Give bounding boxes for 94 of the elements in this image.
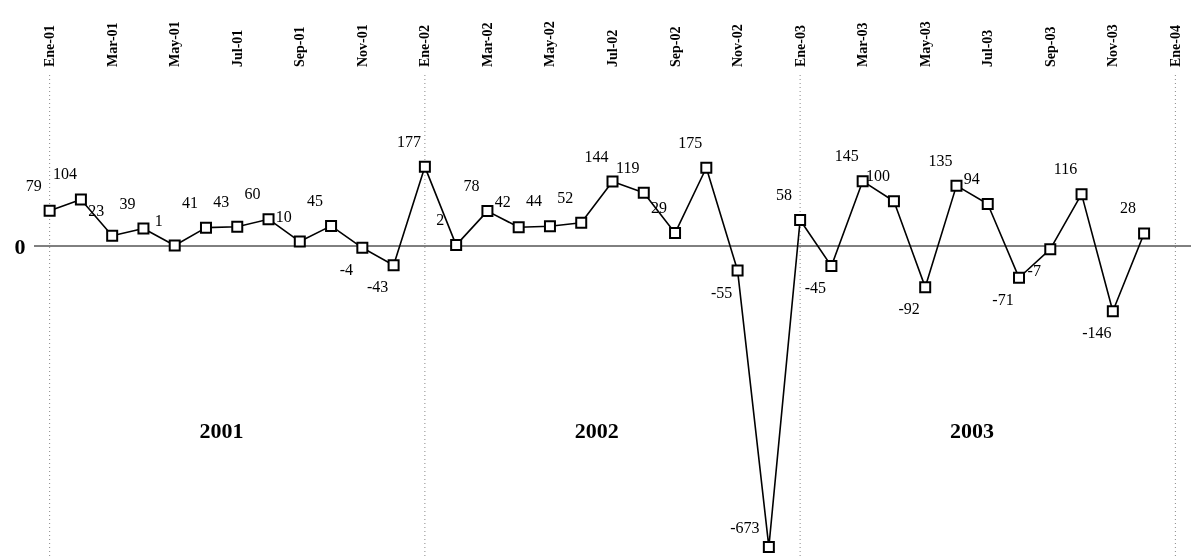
point: [43, 204, 56, 217]
x-tick-label: Nov-01: [354, 24, 370, 67]
data-label: -71: [992, 290, 1014, 308]
data-label: 104: [52, 165, 77, 183]
point: [794, 214, 807, 227]
data-label: 79: [25, 176, 42, 194]
data-label: 135: [928, 151, 953, 169]
point: [700, 161, 713, 174]
data-label: 2: [436, 211, 445, 229]
point: [293, 235, 306, 248]
point: [919, 281, 932, 294]
point: [1013, 271, 1026, 284]
point: [762, 540, 775, 553]
data-label: 10: [275, 207, 292, 225]
x-tick-label: Nov-02: [730, 24, 746, 67]
data-label: -4: [339, 260, 353, 278]
data-label: 44: [525, 192, 542, 210]
point: [199, 221, 212, 234]
point: [825, 260, 838, 273]
x-tick-label: Jul-02: [605, 29, 620, 67]
x-tick-label: Sep-03: [1042, 26, 1058, 67]
point: [1138, 227, 1151, 240]
point: [231, 220, 244, 233]
point: [981, 197, 994, 210]
data-label: 60: [244, 185, 261, 203]
data-label: 43: [213, 192, 230, 210]
data-label: 177: [396, 132, 421, 150]
x-tick-label: Sep-01: [292, 26, 308, 67]
data-label: -45: [804, 279, 827, 297]
point: [387, 259, 400, 272]
data-label: 1: [154, 211, 163, 229]
point: [168, 239, 181, 252]
data-label: 116: [1053, 160, 1078, 178]
point: [950, 179, 963, 192]
point: [262, 213, 275, 226]
x-tick-label: Ene-01: [42, 25, 58, 67]
x-tick-label: Nov-03: [1105, 24, 1121, 67]
data-label: 52: [557, 188, 574, 206]
ref-line-label: 0: [14, 233, 26, 259]
data-label: -7: [1027, 262, 1041, 280]
x-tick-label: Jul-01: [229, 29, 245, 67]
data-label: 41: [181, 193, 198, 211]
point: [731, 264, 744, 277]
x-tick-label: May-02: [542, 21, 558, 67]
data-label: 119: [616, 158, 640, 176]
x-tick-label: May-01: [167, 21, 183, 67]
point: [1075, 188, 1088, 201]
data-label: 94: [963, 169, 980, 187]
data-label: -43: [366, 278, 389, 296]
data-label: -673: [730, 518, 760, 536]
point: [1044, 243, 1057, 256]
x-tick-label: Mar-03: [855, 22, 871, 67]
point: [356, 241, 369, 254]
x-tick-label: Jul-03: [980, 29, 996, 67]
point: [325, 219, 338, 232]
data-label: -92: [898, 300, 920, 318]
point: [74, 193, 87, 206]
point: [543, 220, 556, 233]
x-tick-label: May-03: [917, 21, 933, 67]
x-tick-label: Ene-03: [792, 25, 808, 67]
data-label: 45: [307, 191, 324, 209]
annotation: 2002: [573, 418, 620, 444]
data-label: 23: [88, 201, 105, 219]
point: [137, 222, 150, 235]
point: [637, 186, 650, 199]
point: [450, 239, 463, 252]
point: [856, 175, 869, 188]
point: [106, 229, 119, 242]
data-label: 78: [463, 177, 480, 195]
x-tick-label: Ene-02: [417, 25, 433, 67]
x-tick-label: Mar-02: [479, 22, 495, 67]
annotation: 2001: [198, 418, 245, 444]
data-label: 144: [584, 147, 609, 165]
data-label: 100: [865, 167, 890, 185]
x-tick-label: Ene-04: [1167, 25, 1183, 67]
data-label: -146: [1082, 324, 1112, 342]
point: [1106, 305, 1119, 318]
point: [575, 216, 588, 229]
point: [887, 195, 900, 208]
data-label: 42: [494, 193, 511, 211]
annotation: 2003: [949, 418, 996, 444]
x-tick-label: Sep-02: [667, 26, 683, 67]
data-label: 145: [834, 147, 859, 165]
point: [669, 227, 682, 240]
point: [512, 221, 525, 234]
point: [606, 175, 619, 188]
data-label: 28: [1120, 199, 1137, 217]
x-tick-label: Mar-01: [104, 22, 120, 67]
point: [418, 160, 431, 173]
data-label: -55: [710, 283, 733, 301]
data-label: 175: [678, 133, 703, 151]
point: [481, 205, 494, 218]
data-label: 58: [776, 186, 793, 204]
data-label: 39: [119, 194, 136, 212]
